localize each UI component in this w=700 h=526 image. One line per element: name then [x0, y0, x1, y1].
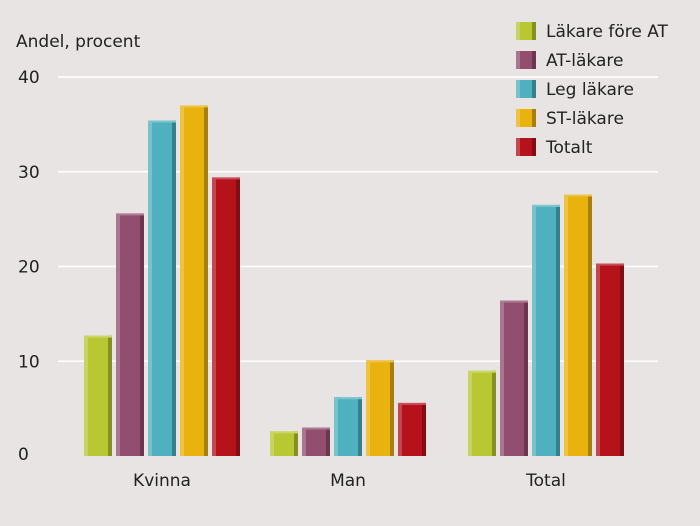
legend: Läkare före AT AT-läkare Leg läkare ST-läka… — [516, 22, 669, 158]
legend-swatch — [516, 138, 536, 156]
y-tick-label: 40 — [18, 68, 40, 88]
bars — [84, 105, 624, 457]
legend-item: Leg läkare — [516, 80, 634, 100]
bar — [334, 397, 362, 456]
legend-swatch — [516, 109, 536, 127]
y-tick-labels: 0 10 20 30 40 — [18, 68, 40, 465]
legend-item: ST-läkare — [516, 109, 624, 129]
y-tick-label: 0 — [18, 445, 29, 465]
y-tick-label: 20 — [18, 258, 40, 278]
legend-item: Totalt — [516, 138, 593, 158]
legend-item: Läkare före AT — [516, 22, 669, 42]
y-tick-label: 10 — [18, 352, 40, 372]
legend-swatch — [516, 80, 536, 98]
category-label: Man — [330, 471, 366, 491]
bar — [468, 370, 496, 456]
y-tick-label: 30 — [18, 163, 40, 183]
bar — [148, 120, 176, 457]
y-axis-label: Andel, procent — [16, 32, 141, 52]
bar — [500, 300, 528, 456]
legend-label: Leg läkare — [546, 80, 634, 100]
bar — [302, 427, 330, 456]
legend-label: AT-läkare — [546, 51, 623, 71]
legend-label: ST-läkare — [546, 109, 624, 129]
bar — [532, 204, 560, 456]
bar — [398, 402, 426, 456]
bar — [116, 213, 144, 456]
legend-swatch — [516, 51, 536, 69]
legend-swatch — [516, 22, 536, 40]
bar — [270, 431, 298, 456]
bar — [84, 335, 112, 456]
bar — [180, 105, 208, 457]
bar — [596, 263, 624, 456]
legend-label: Totalt — [545, 138, 593, 158]
category-label: Total — [525, 471, 566, 491]
category-labels: Kvinna Man Total — [133, 471, 566, 491]
bar — [212, 177, 240, 456]
legend-item: AT-läkare — [516, 51, 623, 71]
bar — [564, 194, 592, 457]
legend-label: Läkare före AT — [546, 22, 669, 42]
bar — [366, 360, 394, 456]
category-label: Kvinna — [133, 471, 191, 491]
